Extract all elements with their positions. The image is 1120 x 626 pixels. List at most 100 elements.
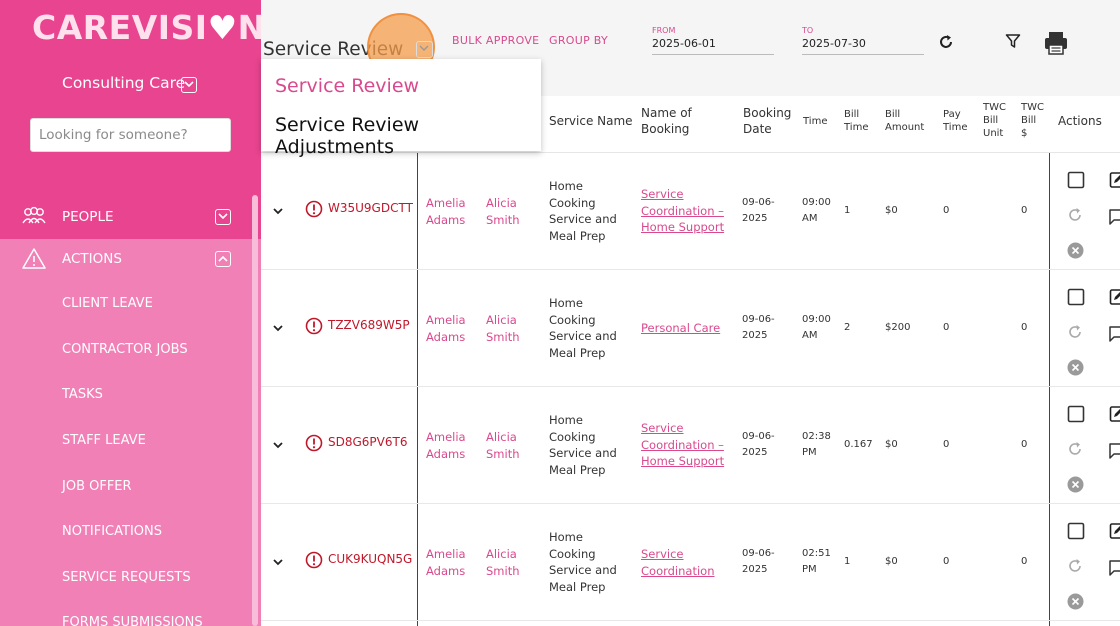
rerun-icon[interactable] (1067, 207, 1083, 223)
to-label: TO (802, 26, 814, 35)
from-date-field[interactable]: FROM 2025-06-01 (652, 24, 774, 55)
view-selector-chevron-icon[interactable] (416, 41, 433, 58)
booking-id[interactable]: W35U9GDCTT (328, 201, 413, 215)
column-divider (417, 153, 418, 626)
booking-link[interactable]: Service Coordination (641, 547, 715, 578)
staff-name[interactable]: Alicia Smith (486, 313, 520, 344)
rerun-icon[interactable] (1067, 441, 1083, 457)
chevron-down-icon[interactable] (273, 559, 283, 566)
booking-id[interactable]: CUK9KUQN5G (328, 552, 413, 566)
booking-id[interactable]: SD8G6PV6T6 (328, 435, 408, 449)
table-row[interactable]: W35U9GDCTT Amelia Adams Alicia Smith Home C… (261, 153, 1120, 270)
group-by-button[interactable]: GROUP BY (549, 34, 609, 47)
col-service-name[interactable]: Service Name (549, 114, 633, 128)
nav-people[interactable]: PEOPLE (0, 197, 252, 237)
bill-time: 1 (844, 556, 851, 567)
sidebar-scrollbar[interactable] (252, 195, 258, 626)
pay-time: 0 (943, 439, 950, 450)
dropdown-option-service-review[interactable]: Service Review (275, 75, 420, 97)
bill-amount: $0 (885, 556, 898, 567)
service-name: Home Cooking Service and Meal Prep (549, 296, 617, 360)
pay-time: 0 (943, 322, 950, 333)
from-value[interactable]: 2025-06-01 (652, 37, 716, 50)
carevision-logo[interactable]: CAREVISI♥N (32, 8, 261, 47)
chevron-up-icon[interactable] (215, 251, 231, 267)
table-row[interactable]: CUK9KUQN5G Amelia Adams Alicia Smith Home C… (261, 504, 1120, 621)
booking-link[interactable]: Service Coordination – Home Support (641, 187, 725, 234)
filter-icon[interactable] (1005, 33, 1021, 49)
table-row[interactable]: SD8G6PV6T6 Amelia Adams Alicia Smith Home C… (261, 387, 1120, 504)
client-name[interactable]: Amelia Adams (426, 313, 466, 344)
print-icon[interactable] (1043, 30, 1069, 56)
booking-time: 02:51 PM (802, 548, 831, 575)
twc-bill-dollar: 0 (1021, 556, 1028, 567)
bulk-approve-button[interactable]: BULK APPROVE (452, 34, 540, 47)
org-switch-chevron-icon[interactable] (181, 77, 197, 93)
client-name[interactable]: Amelia Adams (426, 196, 466, 227)
comment-icon[interactable] (1107, 442, 1120, 462)
col-bill-amount[interactable]: Bill Amount (885, 109, 925, 133)
heart-icon: ♥ (207, 8, 238, 47)
dropdown-option-service-review-adjustments[interactable]: Service Review Adjustments (275, 114, 420, 158)
edit-icon[interactable] (1109, 405, 1120, 423)
alert-circle-icon (305, 551, 323, 569)
booking-date: 09-06- 2025 (742, 197, 775, 224)
comment-icon[interactable] (1107, 559, 1120, 579)
booking-link[interactable]: Service Coordination – Home Support (641, 421, 725, 468)
sidebar-item-contractor-jobs[interactable]: CONTRACTOR JOBS (62, 342, 188, 357)
col-twc-bill-dollar[interactable]: TWC Bill $ (1021, 102, 1044, 139)
sidebar-item-job-offer[interactable]: JOB OFFER (62, 479, 132, 494)
client-name[interactable]: Amelia Adams (426, 430, 466, 461)
col-time[interactable]: Time (803, 116, 828, 127)
booking-id[interactable]: TZZV689W5P (328, 318, 410, 332)
edit-icon[interactable] (1109, 171, 1120, 189)
comment-icon[interactable] (1107, 208, 1120, 228)
comment-icon[interactable] (1107, 325, 1120, 345)
col-twc-bill-unit[interactable]: TWC Bill Unit (983, 102, 1006, 139)
close-circle-icon[interactable] (1067, 242, 1084, 259)
sidebar-item-tasks[interactable]: TASKS (62, 387, 103, 402)
rerun-icon[interactable] (1067, 558, 1083, 574)
rerun-icon[interactable] (1067, 324, 1083, 340)
close-circle-icon[interactable] (1067, 359, 1084, 376)
checkbox-icon[interactable] (1067, 405, 1085, 423)
booking-date: 09-06- 2025 (742, 431, 775, 458)
sidebar-item-client-leave[interactable]: CLIENT LEAVE (62, 296, 153, 311)
close-circle-icon[interactable] (1067, 476, 1084, 493)
checkbox-icon[interactable] (1067, 288, 1085, 306)
booking-link[interactable]: Personal Care (641, 321, 721, 335)
chevron-down-icon[interactable] (273, 325, 283, 332)
view-dropdown-menu: Service Review Service Review Adjustment… (261, 59, 541, 158)
chevron-down-icon[interactable] (273, 442, 283, 449)
sidebar-item-forms-submissions[interactable]: FORMS SUBMISSIONS (62, 615, 203, 626)
checkbox-icon[interactable] (1067, 522, 1085, 540)
to-date-field[interactable]: TO 2025-07-30 (802, 24, 924, 55)
warning-icon (22, 248, 46, 269)
refresh-icon[interactable] (937, 33, 955, 51)
col-bill-time[interactable]: Bill Time (844, 109, 869, 133)
bill-amount: $0 (885, 205, 898, 216)
nav-actions[interactable]: ACTIONS (0, 239, 252, 279)
booking-date: 09-06- 2025 (742, 548, 775, 575)
to-value[interactable]: 2025-07-30 (802, 37, 866, 50)
pay-time: 0 (943, 205, 950, 216)
sidebar-item-staff-leave[interactable]: STAFF LEAVE (62, 433, 146, 448)
client-name[interactable]: Amelia Adams (426, 547, 466, 578)
edit-icon[interactable] (1109, 288, 1120, 306)
staff-name[interactable]: Alicia Smith (486, 196, 520, 227)
sidebar-item-service-requests[interactable]: SERVICE REQUESTS (62, 570, 191, 585)
checkbox-icon[interactable] (1067, 171, 1085, 189)
chevron-down-icon[interactable] (215, 209, 231, 225)
org-name: Consulting Care (62, 74, 186, 92)
chevron-down-icon[interactable] (273, 208, 283, 215)
staff-name[interactable]: Alicia Smith (486, 430, 520, 461)
table-row[interactable]: TZZV689W5P Amelia Adams Alicia Smith Home C… (261, 270, 1120, 387)
col-pay-time[interactable]: Pay Time (943, 109, 968, 133)
staff-name[interactable]: Alicia Smith (486, 547, 520, 578)
close-circle-icon[interactable] (1067, 593, 1084, 610)
search-input[interactable] (30, 118, 231, 152)
sidebar-item-notifications[interactable]: NOTIFICATIONS (62, 524, 162, 539)
col-booking-date[interactable]: Booking Date (743, 106, 792, 136)
edit-icon[interactable] (1109, 522, 1120, 540)
col-name-of-booking[interactable]: Name of Booking (641, 106, 692, 136)
